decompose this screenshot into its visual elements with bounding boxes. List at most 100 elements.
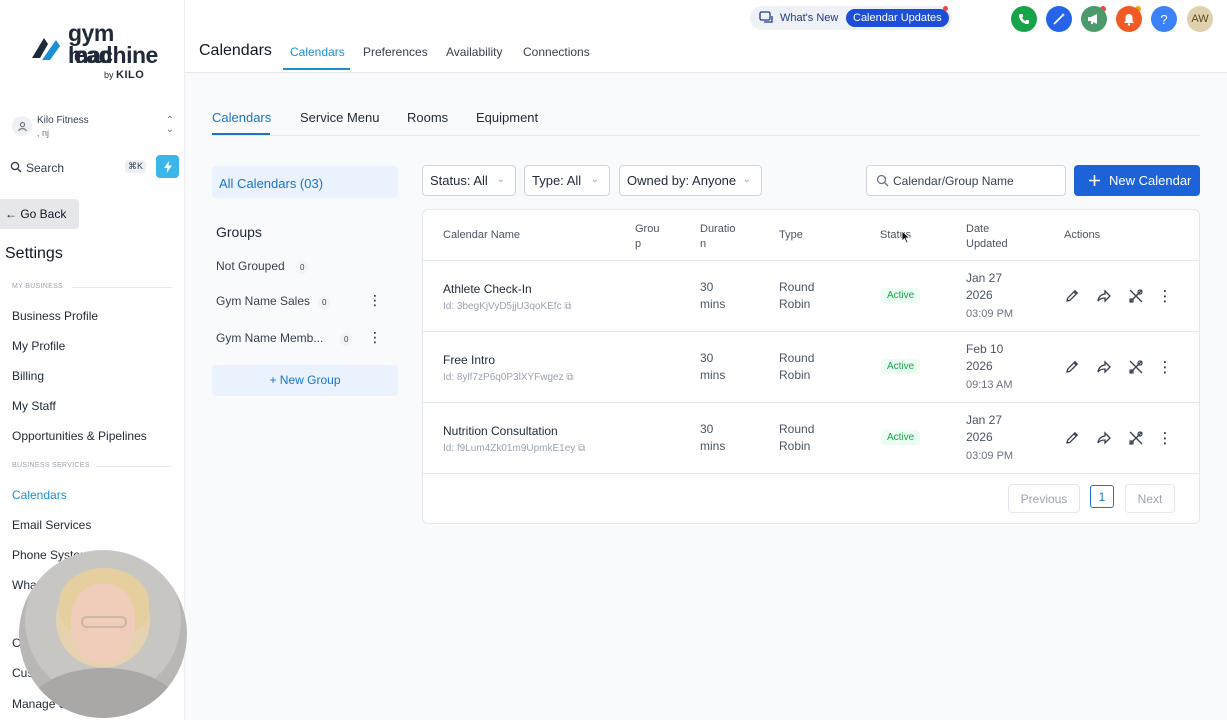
nav-business-profile[interactable]: Business Profile [12,309,99,323]
group-count-badge: 0 [296,261,309,274]
chevron-down-icon: ⌄ [496,174,505,185]
duration: 30 mins [700,280,726,311]
logo-arrows-icon [32,38,60,60]
group-item[interactable]: Gym Name Sales 0 ⋮ [216,292,386,314]
status-badge: Active [881,288,921,303]
subtab-service-menu[interactable]: Service Menu [300,110,380,125]
share-icon[interactable] [1095,287,1113,305]
group-more-icon[interactable]: ⋮ [368,292,382,308]
type-filter[interactable]: Type: All ⌄ [524,165,610,196]
copy-icon[interactable]: ⧉ [566,372,574,383]
calendar-search-input[interactable] [893,172,1061,190]
tab-calendars[interactable]: Calendars [290,45,345,59]
more-options-icon[interactable]: ⋮ [1157,359,1173,376]
tab-availability[interactable]: Availability [446,45,503,59]
chevron-down-icon: ⌄ [590,174,599,185]
date-updated: Feb 10 2026 [966,342,1004,373]
whats-new-banner[interactable]: What's New Calendar Updates [750,6,952,30]
all-calendars-item[interactable]: All Calendars (03) [212,166,398,198]
nav-opportunities[interactable]: Opportunities & Pipelines [12,429,147,443]
notification-dot [943,6,948,11]
section-divider [72,287,172,288]
share-icon[interactable] [1095,429,1113,447]
plus-icon [1089,175,1100,186]
nav-c-item[interactable]: C [12,636,21,650]
calendars-table: Calendar Name Grou p Duratio n Type Status… [422,209,1200,524]
owned-by-filter-label: Owned by: Anyone [627,173,737,188]
owned-by-filter[interactable]: Owned by: Anyone ⌄ [619,165,762,196]
next-page-button[interactable]: Next [1125,484,1175,513]
group-more-icon[interactable]: ⋮ [368,329,382,345]
previous-page-button[interactable]: Previous [1008,484,1080,513]
calendar-search[interactable] [866,165,1066,196]
nav-email-services[interactable]: Email Services [12,518,92,532]
chevron-down-icon: ⌄ [742,174,751,185]
group-name: Gym Name Memb... [216,331,324,345]
calendar-id: Id: f9Lum4Zk01m9UpmkE1ey ⧉ [443,443,586,454]
status-filter-label: Status: All [430,173,488,188]
copy-icon[interactable]: ⧉ [578,443,586,454]
account-switcher[interactable]: Kilo Fitness , nj ⌃ ⌄ [10,112,178,142]
search-shortcut: ⌘K [125,160,147,173]
account-location: , nj [37,128,50,138]
time-updated: 09:13 AM [966,379,1013,391]
group-count-badge: 0 [318,296,331,309]
nav-calendars[interactable]: Calendars [12,488,67,502]
brand-logo[interactable]: gym lead machine by KILO [28,22,158,86]
sidebar: gym lead machine by KILO Kilo Fitness , … [0,0,187,720]
more-options-icon[interactable]: ⋮ [1157,430,1173,447]
quick-action-bolt-icon[interactable] [156,155,179,178]
webcam-overlay [19,550,187,718]
group-item[interactable]: Not Grouped 0 [216,259,386,279]
row-divider [423,473,1199,474]
calendar-name[interactable]: Athlete Check-In [443,282,532,296]
bell-icon[interactable] [1116,6,1142,32]
nav-my-staff[interactable]: My Staff [12,399,56,413]
group-count-badge: 0 [340,333,353,346]
group-item[interactable]: Gym Name Memb... 0 ⋮ [216,329,386,351]
subtabs-divider [212,135,1200,136]
status-filter[interactable]: Status: All ⌄ [422,165,516,196]
nav-billing[interactable]: Billing [12,369,45,383]
subtab-equipment[interactable]: Equipment [476,110,539,125]
calendar-name[interactable]: Free Intro [443,353,496,367]
new-calendar-button[interactable]: New Calendar [1074,165,1200,196]
calendar-name[interactable]: Nutrition Consultation [443,424,558,438]
nav-my-profile[interactable]: My Profile [12,339,66,353]
time-updated: 03:09 PM [966,450,1014,462]
search-icon [10,161,22,173]
magic-wand-icon[interactable] [1046,6,1072,32]
edit-icon[interactable] [1063,358,1081,376]
subtab-rooms[interactable]: Rooms [407,110,449,125]
brand-by: by KILO [104,69,145,81]
tools-icon[interactable] [1127,287,1145,305]
tab-preferences[interactable]: Preferences [363,45,428,59]
new-group-button[interactable]: + New Group [212,365,398,396]
more-options-icon[interactable]: ⋮ [1157,288,1173,305]
phone-icon[interactable] [1011,6,1037,32]
edit-icon[interactable] [1063,429,1081,447]
go-back-button[interactable]: ← Go Back [0,199,79,229]
calendar-updates-button[interactable]: Calendar Updates [846,9,949,27]
share-icon[interactable] [1095,358,1113,376]
search-icon [876,174,889,187]
subtab-calendars[interactable]: Calendars [212,110,272,125]
page-number-button[interactable]: 1 [1090,485,1114,508]
copy-icon[interactable]: ⧉ [564,301,572,312]
user-avatar[interactable]: AW [1187,6,1213,32]
tools-icon[interactable] [1127,358,1145,376]
help-icon[interactable]: ? [1151,6,1177,32]
section-my-business: MY BUSINESS [12,283,64,290]
status-badge: Active [881,359,921,374]
brand-line2: machine [68,42,158,68]
sidebar-search[interactable]: Search ⌘K [10,155,180,179]
calendar-type: Round Robin [779,422,815,453]
tab-connections[interactable]: Connections [523,45,590,59]
tools-icon[interactable] [1127,429,1145,447]
row-divider [423,402,1199,403]
row-divider [423,331,1199,332]
calendar-id: Id: 8ylf7zP6q0P3lXYFwgez ⧉ [443,372,574,383]
megaphone-icon[interactable] [1081,6,1107,32]
edit-icon[interactable] [1063,287,1081,305]
calendar-type: Round Robin [779,351,815,382]
